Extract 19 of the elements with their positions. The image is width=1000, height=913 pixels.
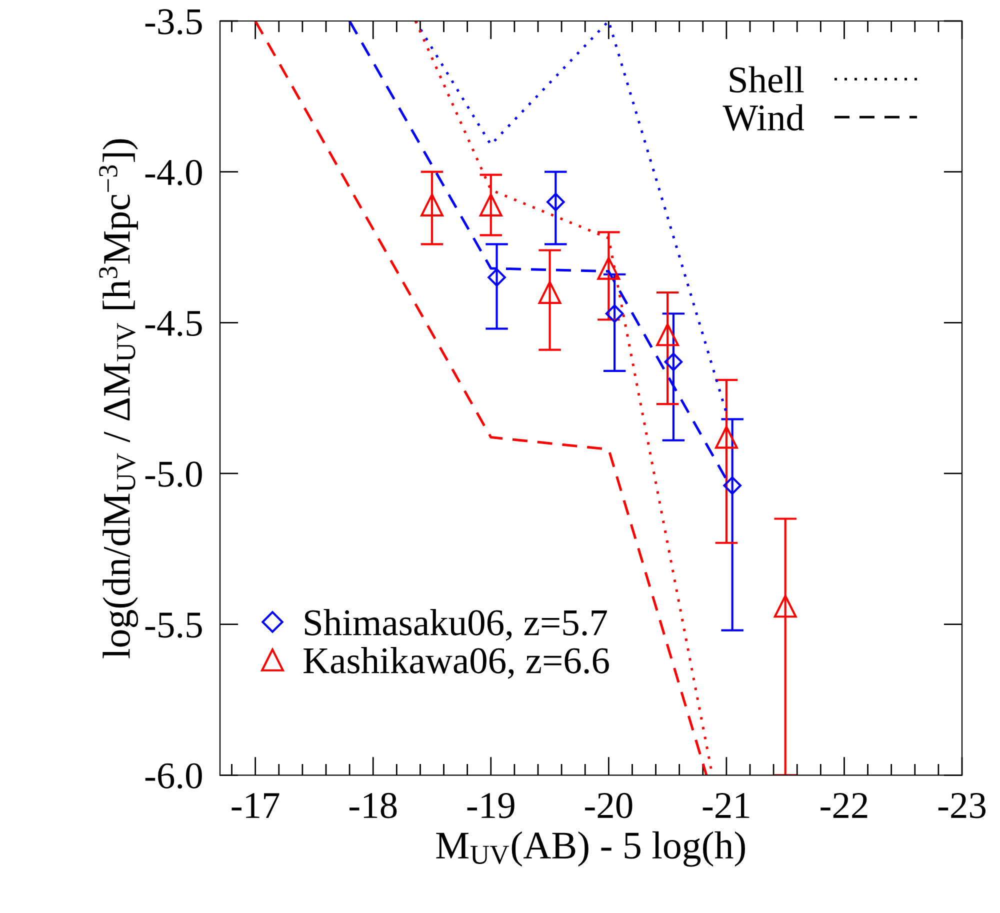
x-axis-title: M$_{UV}$(AB) - 5 log(h) [436, 831, 745, 867]
y-tick-label: -5.0 [145, 462, 202, 488]
x-tick-label: -20 [585, 792, 632, 818]
y-tick-label: -4.0 [145, 160, 202, 186]
text: log(dn/dM$_{UV}$ / ΔM$_{UV}$ [h$^{3}$Mpc$^{−3}$]) [99, 139, 138, 658]
y-tick-label: -6.0 [145, 763, 202, 789]
x-tick-label: -17 [232, 793, 280, 818]
x-tick-label: -18 [350, 792, 397, 818]
x-tick-label: -22 [820, 792, 868, 818]
y-tick-label: -4.5 [145, 310, 202, 336]
legend-label: Shimasaku06, z=5.7 [305, 609, 607, 641]
x-tick-label: -23 [938, 792, 986, 818]
y-tick-label: -3.5 [145, 9, 202, 35]
legend-label: Kashikawa06, z=6.6 [304, 647, 609, 679]
x-tick-label: -21 [702, 792, 750, 818]
y-tick-label: -5.5 [145, 612, 202, 638]
x-tick-label: -19 [467, 792, 514, 818]
annotation: Wind [722, 104, 804, 131]
annotation: Shell [730, 66, 804, 93]
